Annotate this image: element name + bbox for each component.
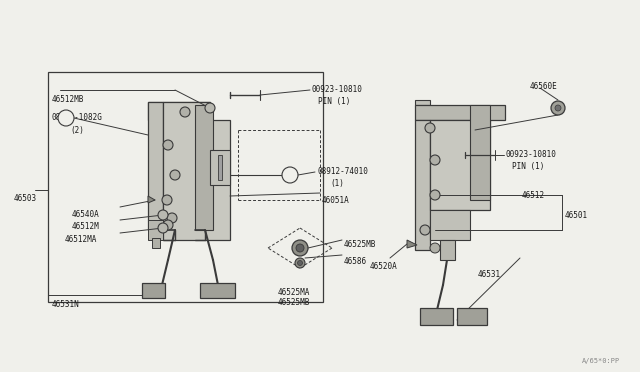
Text: 46531: 46531 — [478, 270, 501, 279]
Polygon shape — [152, 238, 160, 248]
Text: 46501: 46501 — [565, 211, 588, 219]
Circle shape — [430, 243, 440, 253]
Polygon shape — [415, 105, 505, 120]
Polygon shape — [440, 240, 455, 260]
Polygon shape — [148, 102, 210, 120]
Circle shape — [162, 195, 172, 205]
Text: 46531N: 46531N — [52, 300, 80, 309]
Circle shape — [205, 103, 215, 113]
Polygon shape — [457, 308, 487, 325]
Text: N: N — [285, 176, 289, 182]
Circle shape — [282, 167, 298, 183]
Polygon shape — [415, 120, 430, 250]
Circle shape — [287, 172, 293, 178]
Text: (1): (1) — [330, 179, 344, 188]
Circle shape — [296, 244, 304, 252]
Text: 46560E: 46560E — [530, 82, 557, 91]
Circle shape — [551, 101, 565, 115]
Polygon shape — [195, 105, 213, 230]
Polygon shape — [430, 210, 470, 240]
Polygon shape — [430, 120, 490, 210]
Text: 46525MB: 46525MB — [278, 298, 310, 307]
Circle shape — [430, 155, 440, 165]
Text: 46051A: 46051A — [322, 196, 349, 205]
Text: 46512M: 46512M — [72, 222, 100, 231]
Text: 46525MA: 46525MA — [278, 288, 310, 297]
Circle shape — [163, 140, 173, 150]
Text: A/65*0:PP: A/65*0:PP — [582, 358, 620, 364]
Text: 08912-74010: 08912-74010 — [317, 167, 368, 176]
Text: N: N — [61, 119, 65, 125]
Circle shape — [420, 225, 430, 235]
Circle shape — [167, 213, 177, 223]
Text: 46512: 46512 — [522, 191, 545, 200]
Text: 46503: 46503 — [14, 194, 37, 203]
Text: 46512MB: 46512MB — [52, 95, 84, 104]
Circle shape — [555, 105, 561, 111]
Polygon shape — [148, 196, 155, 203]
Text: 08911-1082G: 08911-1082G — [52, 113, 103, 122]
Circle shape — [170, 170, 180, 180]
Circle shape — [163, 220, 173, 230]
Circle shape — [298, 260, 303, 266]
Text: (2): (2) — [70, 126, 84, 135]
Text: 46512MA: 46512MA — [65, 235, 97, 244]
Polygon shape — [148, 220, 163, 240]
Bar — [48, 72, 323, 302]
Text: 00923-10810: 00923-10810 — [506, 150, 557, 159]
Polygon shape — [415, 100, 430, 105]
Polygon shape — [142, 283, 165, 298]
Circle shape — [158, 210, 168, 220]
Text: 00923-10810: 00923-10810 — [312, 85, 363, 94]
Circle shape — [58, 110, 74, 126]
Polygon shape — [148, 102, 163, 230]
Circle shape — [292, 240, 308, 256]
Polygon shape — [200, 283, 235, 298]
Text: 46520A: 46520A — [370, 262, 397, 271]
Text: 46586: 46586 — [344, 257, 367, 266]
Circle shape — [425, 123, 435, 133]
Circle shape — [180, 107, 190, 117]
Circle shape — [430, 190, 440, 200]
Circle shape — [158, 223, 168, 233]
Polygon shape — [218, 155, 222, 180]
Text: 46525MB: 46525MB — [344, 240, 376, 249]
Circle shape — [283, 168, 297, 182]
Polygon shape — [210, 150, 230, 185]
Polygon shape — [163, 102, 230, 240]
Circle shape — [295, 258, 305, 268]
Text: PIN (1): PIN (1) — [512, 162, 545, 171]
Polygon shape — [407, 240, 417, 248]
Text: 46540A: 46540A — [72, 210, 100, 219]
Text: PIN (1): PIN (1) — [318, 97, 350, 106]
Polygon shape — [470, 105, 490, 200]
Polygon shape — [420, 308, 453, 325]
